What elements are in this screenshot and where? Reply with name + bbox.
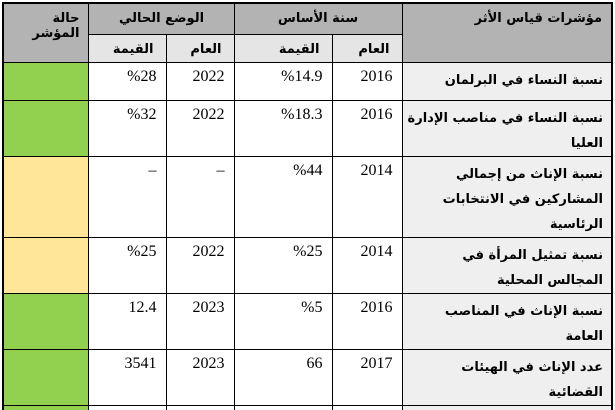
header-current-year: العام <box>165 33 235 63</box>
current-value: 12.4 <box>88 292 167 350</box>
table-row: نسبة النساء في البرلمان 2016 %14.9 2022 … <box>2 61 613 101</box>
indicator-name: عدد الإناث في الهيئات القضائية <box>401 348 613 406</box>
current-year-value: 2023 <box>165 404 235 410</box>
header-indicator-status: حالة المؤشر <box>2 2 90 63</box>
table-row: نسبة الإناث في المناصب العامة 2016 %5 20… <box>2 292 613 350</box>
indicator-name: نسبة النساء في البرلمان <box>401 61 613 101</box>
base-year-value: 2014 <box>331 155 403 238</box>
base-value: %18.3 <box>233 99 333 157</box>
table-row: نسبة الإناث من إجمالي المشاركين في الانت… <box>2 155 613 238</box>
header-indicator: مؤشرات قياس الأثر <box>401 2 613 63</box>
base-year-value: 2014 <box>331 236 403 294</box>
status-color-cell <box>2 61 90 101</box>
status-color-cell <box>2 236 90 294</box>
current-value: – <box>88 155 167 238</box>
status-color-cell <box>2 404 90 410</box>
base-value: 66 <box>233 348 333 406</box>
base-value: %14.9 <box>233 61 333 101</box>
indicator-name: نسبة الإناث من إجمالي المشاركين في الانت… <box>401 155 613 238</box>
current-year-value: 2023 <box>165 348 235 406</box>
table-row: عدد الإناث في الهيئات القضائية 2017 66 2… <box>2 348 613 406</box>
indicator-name: نسبة الإناث في المناصب العامة <box>401 292 613 350</box>
current-year-value: 2022 <box>165 99 235 157</box>
status-color-cell <box>2 155 90 238</box>
indicator-name: نسبة تمثيل المرأة في المجالس المحلية <box>401 236 613 294</box>
base-value: %5 <box>233 292 333 350</box>
header-current-status-group: الوضع الحالي <box>88 2 235 35</box>
table-row: نسبة النساء في مناصب الإدارة العليا 2016… <box>2 99 613 157</box>
table-row: نسبة الوزيرات 2016 %12 2023 %18 <box>2 404 613 410</box>
base-year-value: 2016 <box>331 99 403 157</box>
current-year-value: 2023 <box>165 292 235 350</box>
current-value: %18 <box>88 404 167 410</box>
current-value: %28 <box>88 61 167 101</box>
header-current-value: القيمة <box>88 33 167 63</box>
indicator-name: نسبة الوزيرات <box>401 404 613 410</box>
current-year-value: 2022 <box>165 61 235 101</box>
table-row: نسبة تمثيل المرأة في المجالس المحلية 201… <box>2 236 613 294</box>
header-row-groups: مؤشرات قياس الأثر سنة الأساس الوضع الحال… <box>2 2 613 63</box>
indicator-name: نسبة النساء في مناصب الإدارة العليا <box>401 99 613 157</box>
header-base-year-group: سنة الأساس <box>233 2 403 35</box>
header-base-year: العام <box>331 33 403 63</box>
current-value: %32 <box>88 99 167 157</box>
current-value: %25 <box>88 236 167 294</box>
base-year-value: 2016 <box>331 61 403 101</box>
base-year-value: 2016 <box>331 292 403 350</box>
base-year-value: 2017 <box>331 348 403 406</box>
header-base-value: القيمة <box>233 33 333 63</box>
header-row-sub: العام القيمة العام القيمة <box>3 33 612 63</box>
base-value: %12 <box>233 404 333 410</box>
base-year-value: 2016 <box>331 404 403 410</box>
status-color-cell <box>2 99 90 157</box>
current-value: 3541 <box>88 348 167 406</box>
base-value: %25 <box>233 236 333 294</box>
current-year-value: – <box>165 155 235 238</box>
status-color-cell <box>2 348 90 406</box>
base-value: %44 <box>233 155 333 238</box>
status-color-cell <box>2 292 90 350</box>
current-year-value: 2022 <box>165 236 235 294</box>
